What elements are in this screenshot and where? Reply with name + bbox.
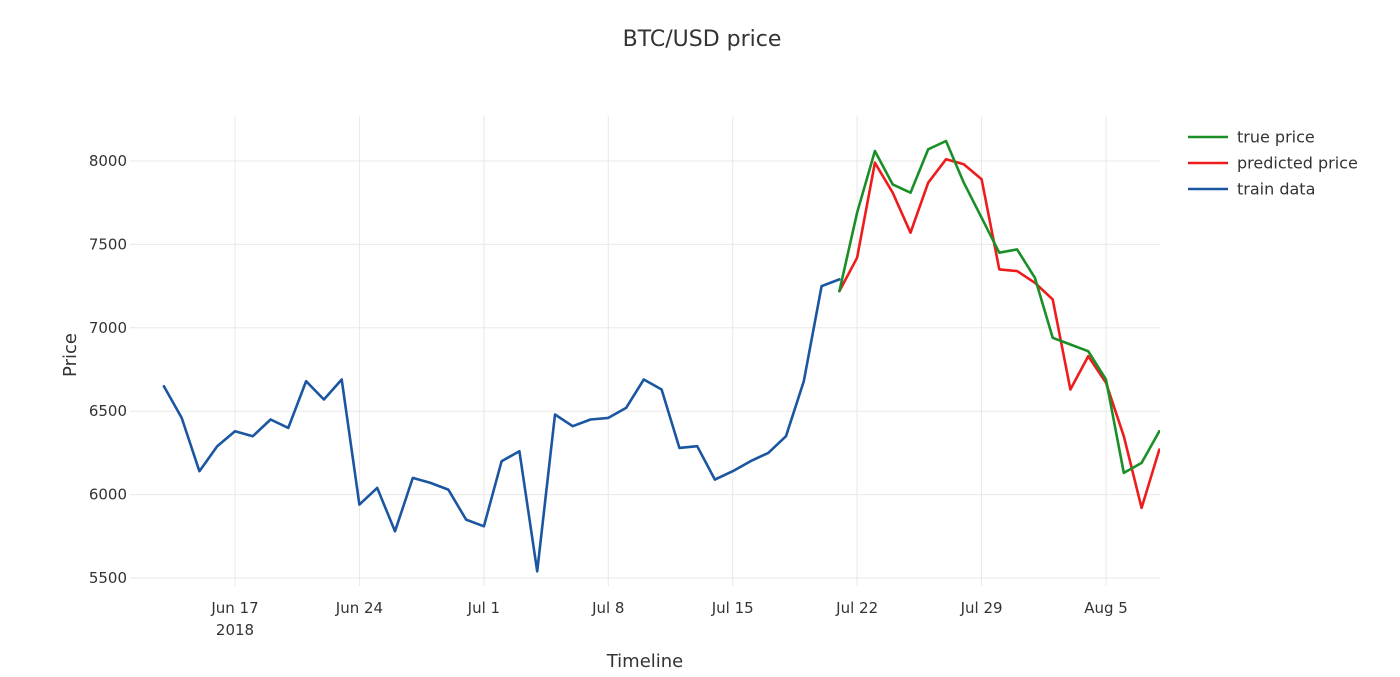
legend-label: predicted price bbox=[1237, 154, 1358, 173]
y-tick-label: 8000 bbox=[89, 152, 127, 170]
x-tick-sublabel: 2018 bbox=[216, 621, 254, 639]
y-axis-title: Price bbox=[60, 333, 81, 377]
legend-label: true price bbox=[1237, 128, 1315, 147]
x-tick-label: Jun 24 bbox=[335, 599, 383, 617]
series-lines bbox=[162, 139, 1160, 573]
series-line-train-data bbox=[162, 278, 841, 573]
x-tick-label: Jul 22 bbox=[835, 599, 878, 617]
x-axis-title: Timeline bbox=[606, 651, 684, 672]
y-tick-label: 5500 bbox=[89, 569, 127, 587]
grid bbox=[130, 116, 1160, 586]
legend-label: train data bbox=[1237, 180, 1315, 199]
y-tick-label: 7500 bbox=[89, 235, 127, 253]
x-tick-label: Jun 17 bbox=[210, 599, 258, 617]
x-tick-label: Jul 29 bbox=[960, 599, 1003, 617]
y-tick-label: 6000 bbox=[89, 486, 127, 504]
series-line-true-price bbox=[838, 139, 1160, 475]
legend-item-true-price[interactable]: true price bbox=[1188, 128, 1315, 147]
x-tick-label: Jul 1 bbox=[467, 599, 500, 617]
x-tick-label: Aug 5 bbox=[1084, 599, 1128, 617]
legend[interactable]: true price predicted price train data bbox=[1188, 128, 1358, 199]
x-tick-label: Jul 15 bbox=[711, 599, 754, 617]
axes: 5500 6000 6500 7000 7500 8000 Jun 17 2018 Jun 24… bbox=[89, 152, 1128, 639]
x-tick-label: Jul 8 bbox=[591, 599, 624, 617]
legend-item-train-data[interactable]: train data bbox=[1188, 180, 1315, 199]
chart-title: BTC/USD price bbox=[623, 27, 782, 52]
y-tick-label: 7000 bbox=[89, 319, 127, 337]
y-tick-label: 6500 bbox=[89, 402, 127, 420]
legend-item-predicted-price[interactable]: predicted price bbox=[1188, 154, 1358, 173]
